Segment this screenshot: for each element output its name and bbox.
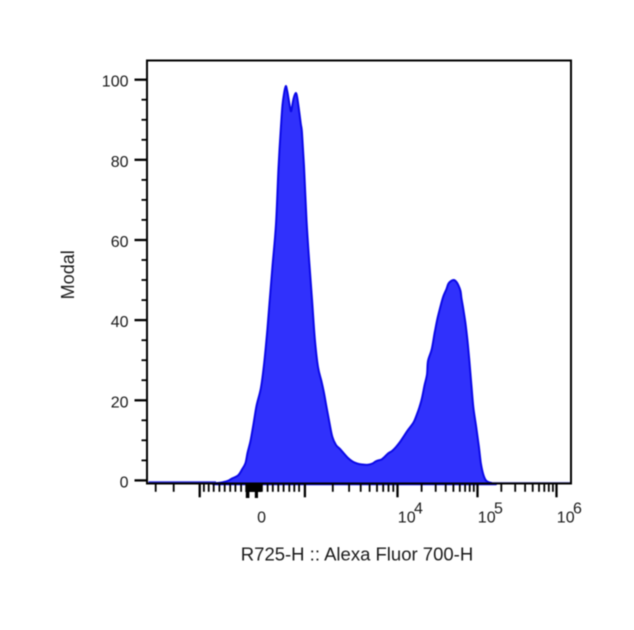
svg-text:10: 10: [557, 509, 575, 526]
svg-text:4: 4: [414, 500, 423, 517]
svg-text:10: 10: [398, 509, 416, 526]
svg-text:0: 0: [120, 474, 129, 491]
svg-text:0: 0: [257, 509, 266, 526]
svg-text:6: 6: [573, 500, 582, 517]
svg-text:80: 80: [111, 154, 129, 171]
svg-text:40: 40: [111, 314, 129, 331]
svg-text:5: 5: [494, 500, 503, 517]
svg-text:R725-H :: Alexa Fluor 700-H: R725-H :: Alexa Fluor 700-H: [241, 544, 473, 565]
svg-text:Modal: Modal: [58, 250, 78, 299]
svg-text:100: 100: [102, 74, 129, 91]
svg-text:10: 10: [478, 509, 496, 526]
svg-text:60: 60: [111, 234, 129, 251]
svg-text:20: 20: [111, 394, 129, 411]
